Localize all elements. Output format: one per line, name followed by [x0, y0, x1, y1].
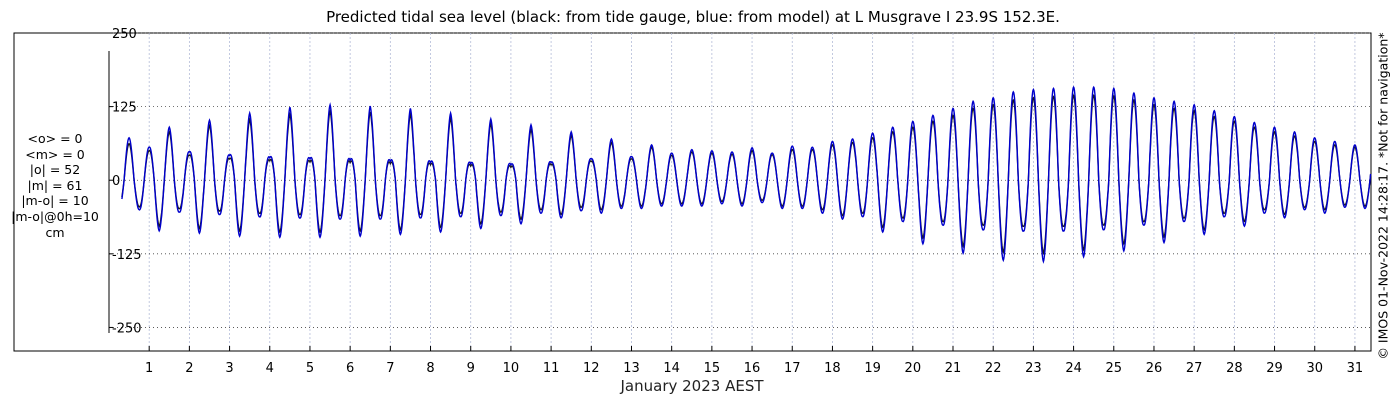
x-tick-label-8: 8 [426, 361, 434, 376]
x-axis-label: January 2023 AEST [620, 377, 765, 395]
x-tick-label-22: 22 [985, 361, 1002, 376]
y-tick-label-0: 0 [112, 174, 120, 189]
x-tick-label-10: 10 [503, 361, 520, 376]
x-tick-label-23: 23 [1025, 361, 1042, 376]
stat-abs-observed: |o| = 52 [29, 162, 81, 178]
x-tick-label-12: 12 [583, 361, 600, 376]
x-tick-label-26: 26 [1146, 361, 1163, 376]
series-line-model [121, 85, 1372, 264]
y-tick-label--250: -250 [112, 321, 142, 336]
x-tick-label-14: 14 [663, 361, 680, 376]
stat-mean-model: <m> = 0 [25, 146, 85, 162]
y-tick-label-125: 125 [112, 101, 137, 116]
x-tick-label-1: 1 [145, 361, 153, 376]
x-tick-label-15: 15 [704, 361, 721, 376]
x-tick-label-17: 17 [784, 361, 801, 376]
x-tick-label-20: 20 [905, 361, 922, 376]
grid [109, 32, 1371, 351]
x-tick-label-6: 6 [346, 361, 354, 376]
y-tick-label--125: -125 [112, 248, 142, 263]
x-tick-label-30: 30 [1306, 361, 1323, 376]
x-tick-label-19: 19 [864, 361, 881, 376]
x-tick-label-25: 25 [1106, 361, 1123, 376]
x-tick-label-9: 9 [467, 361, 475, 376]
x-tick-label-3: 3 [225, 361, 233, 376]
x-tick-label-24: 24 [1065, 361, 1082, 376]
stats-panel: <o> = 0 <m> = 0 |o| = 52 |m| = 61 |m-o| … [0, 131, 110, 240]
x-tick-label-27: 27 [1186, 361, 1203, 376]
x-tick-label-29: 29 [1266, 361, 1283, 376]
stat-abs-diff: |m-o| = 10 [21, 193, 89, 209]
series [121, 85, 1372, 264]
x-tick-label-7: 7 [386, 361, 394, 376]
y-tick-label-250: 250 [112, 27, 137, 42]
x-tick-label-28: 28 [1226, 361, 1243, 376]
x-tick-label-11: 11 [543, 361, 560, 376]
stat-units: cm [45, 224, 65, 240]
x-tick-label-5: 5 [306, 361, 314, 376]
chart-title: Predicted tidal sea level (black: from t… [326, 8, 1060, 26]
x-tick-label-21: 21 [945, 361, 962, 376]
stat-mean-observed: <o> = 0 [27, 131, 83, 146]
x-tick-label-18: 18 [824, 361, 841, 376]
x-tick-label-31: 31 [1347, 361, 1364, 376]
x-tick-label-2: 2 [185, 361, 193, 376]
stat-abs-diff-0h: |m-o|@0h=10 [11, 208, 99, 224]
stat-abs-model: |m| = 61 [27, 177, 83, 193]
x-tick-label-16: 16 [744, 361, 761, 376]
series-line-tide-gauge [121, 93, 1372, 256]
outer-frame [13, 32, 1372, 352]
x-tick-label-4: 4 [266, 361, 274, 376]
x-tick-label-13: 13 [623, 361, 640, 376]
